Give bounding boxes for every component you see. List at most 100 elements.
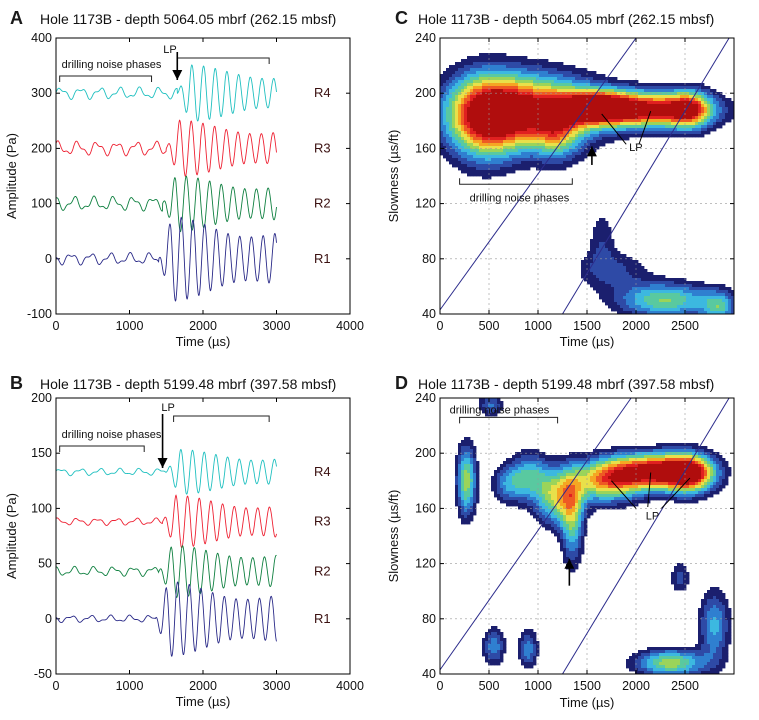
panel-c-cell	[473, 80, 477, 84]
panel-c-cell	[692, 311, 696, 315]
panel-c-cell	[542, 140, 546, 144]
panel-c-cell	[470, 173, 474, 177]
panel-c-cell	[554, 86, 558, 90]
panel-c-cell	[566, 152, 570, 156]
panel-c-cell	[479, 101, 483, 105]
panel-c-cell	[572, 131, 576, 135]
panel-c-cell	[590, 272, 594, 276]
panel-d-cell	[497, 485, 501, 489]
panel-c-cell	[473, 167, 477, 171]
panel-d-cell	[557, 455, 561, 459]
panel-c-cell	[440, 128, 444, 132]
panel-c-cell	[548, 149, 552, 153]
panel-c-cell	[524, 98, 528, 102]
panel-d-cell	[599, 494, 603, 498]
panel-c-cell	[542, 110, 546, 114]
panel-c-cell	[488, 107, 492, 111]
panel-c-cell	[518, 59, 522, 63]
panel-c-cell	[503, 164, 507, 168]
panel-d-cell	[455, 500, 459, 504]
panel-d-cell	[575, 470, 579, 474]
panel-c-cell	[533, 158, 537, 162]
panel-d-cell	[587, 467, 591, 471]
panel-c-cell	[614, 83, 618, 87]
panel-c-cell	[512, 161, 516, 165]
panel-c-cell	[452, 128, 456, 132]
panel-c-cell	[635, 308, 639, 312]
panel-c-cell	[608, 305, 612, 309]
panel-c-cell	[638, 125, 642, 129]
panel-d-cell	[536, 449, 540, 453]
panel-c-cell	[446, 92, 450, 96]
panel-c-cell	[524, 119, 528, 123]
panel-c-cell	[503, 161, 507, 165]
panel-d-cell	[494, 638, 498, 642]
panel-c-cell	[497, 164, 501, 168]
panel-c-cell	[572, 107, 576, 111]
panel-c-title: Hole 1173B - depth 5064.05 mbrf (262.15 …	[418, 11, 714, 27]
panel-c-cell	[512, 95, 516, 99]
panel-c-cell	[488, 119, 492, 123]
panel-c-cell	[605, 128, 609, 132]
panel-c-cell	[521, 89, 525, 93]
panel-c-cell	[527, 143, 531, 147]
panel-c-cell	[686, 122, 690, 126]
panel-c-cell	[488, 134, 492, 138]
panel-c-cell	[608, 98, 612, 102]
panel-c-cell	[683, 119, 687, 123]
panel-c-cell	[635, 281, 639, 285]
panel-c-cell	[545, 65, 549, 69]
panel-d-cell	[569, 530, 573, 534]
panel-c-cell	[686, 125, 690, 129]
panel-c-cell	[506, 161, 510, 165]
panel-c-cell	[476, 65, 480, 69]
panel-c-cell	[605, 125, 609, 129]
panel-c-cell	[623, 131, 627, 135]
panel-c-cell	[503, 89, 507, 93]
panel-c-cell	[584, 101, 588, 105]
panel-b-xtick-label: 1000	[116, 679, 144, 693]
panel-c-cell	[653, 284, 657, 288]
panel-d-cell	[587, 515, 591, 519]
panel-d-cell	[575, 467, 579, 471]
panel-c-cell	[488, 83, 492, 87]
panel-c-cell	[479, 170, 483, 174]
panel-c-cell	[602, 227, 606, 231]
panel-c-cell	[467, 65, 471, 69]
panel-c-cell	[461, 98, 465, 102]
panel-c-cell	[614, 287, 618, 291]
panel-c-cell	[485, 167, 489, 171]
panel-d-cell	[560, 521, 564, 525]
panel-c-cell	[560, 125, 564, 129]
panel-c-cell	[689, 281, 693, 285]
panel-c-cell	[557, 125, 561, 129]
panel-c-cell	[602, 230, 606, 234]
panel-c-cell	[599, 143, 603, 147]
panel-c-cell	[668, 83, 672, 87]
panel-d-cell	[566, 497, 570, 501]
panel-d-cell	[560, 491, 564, 495]
panel-c-cell	[623, 125, 627, 129]
panel-c-cell	[590, 275, 594, 279]
panel-c-cell	[521, 149, 525, 153]
panel-d-cell	[455, 476, 459, 480]
panel-b-ytick-label: 150	[31, 446, 52, 460]
panel-c-cell	[548, 167, 552, 171]
panel-c-cell	[530, 155, 534, 159]
panel-c-cell	[521, 164, 525, 168]
panel-c-cell	[674, 113, 678, 117]
panel-c-cell	[602, 95, 606, 99]
panel-d-cell	[500, 494, 504, 498]
panel-d-cell	[473, 485, 477, 489]
panel-c-cell	[674, 311, 678, 315]
panel-d-cell	[548, 521, 552, 525]
panel-c-cell	[509, 77, 513, 81]
panel-c-cell	[440, 131, 444, 135]
panel-c-cell	[509, 110, 513, 114]
panel-d-cell	[521, 506, 525, 510]
panel-d-cell	[500, 482, 504, 486]
panel-d-cell	[467, 461, 471, 465]
panel-c-cell	[587, 92, 591, 96]
panel-c-cell	[698, 89, 702, 93]
panel-c-cell	[626, 98, 630, 102]
